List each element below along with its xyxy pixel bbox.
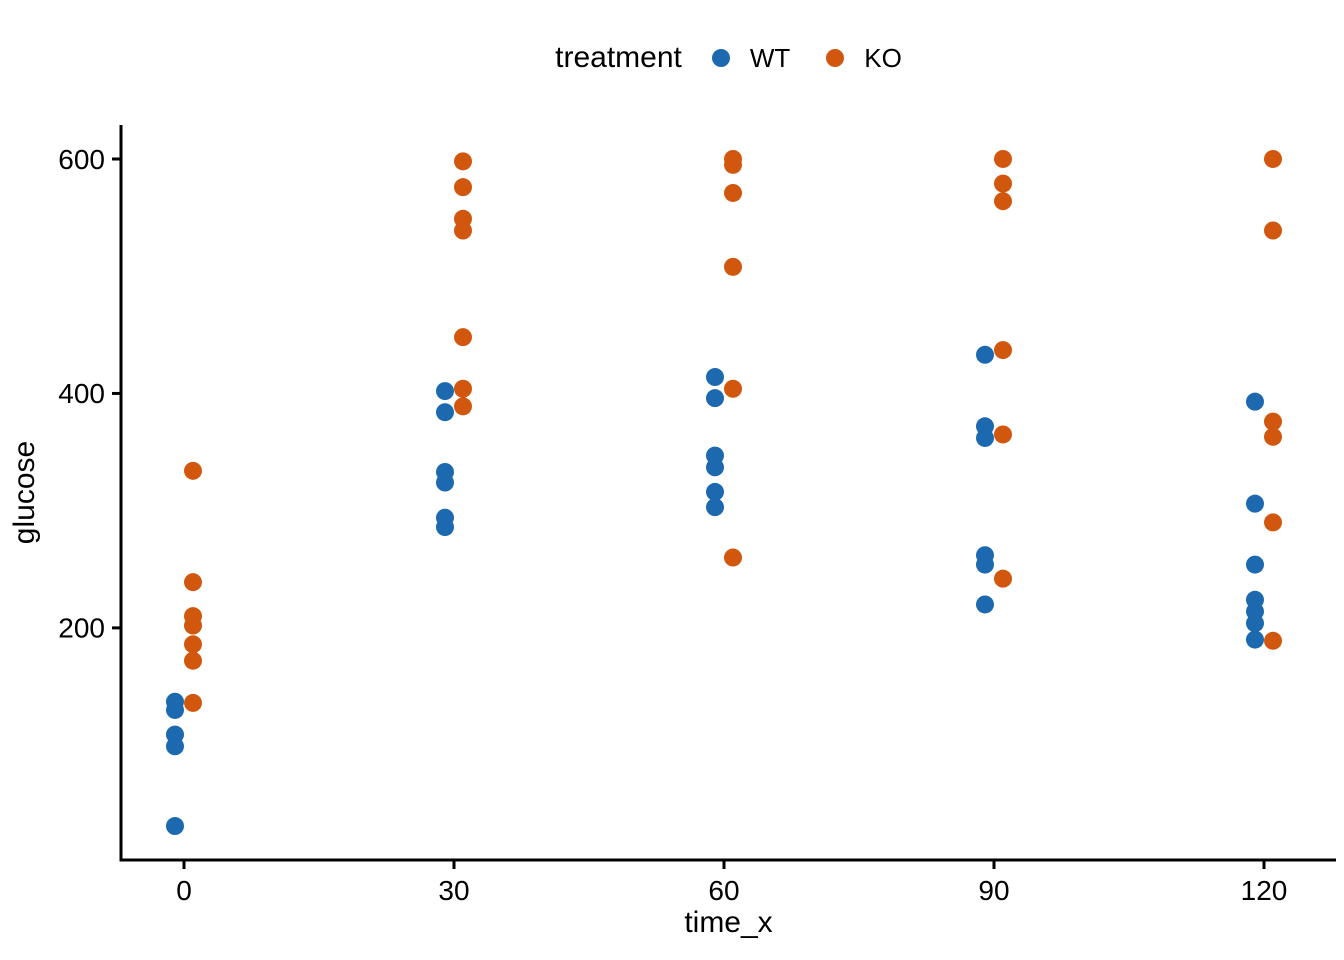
y-tick-label: 600 [58,144,105,175]
data-point-ko [1264,631,1282,650]
y-tick-label: 200 [58,613,105,644]
data-point-ko [994,149,1012,168]
data-point-ko [184,635,202,654]
data-point-wt [436,473,454,492]
data-point-ko [724,548,742,567]
data-point-wt [166,700,184,719]
data-point-ko [454,221,472,240]
data-point-ko [184,616,202,635]
data-point-ko [724,257,742,276]
data-point-ko [724,155,742,174]
legend-dot-wt [711,49,730,67]
data-point-wt [706,498,724,517]
data-point-wt [706,368,724,387]
legend-dot-ko [826,49,845,67]
data-point-ko [184,651,202,670]
data-point-wt [166,737,184,756]
legend-entry-wt: WT [711,42,791,74]
x-axis-title: time_x [684,906,772,939]
data-point-ko [454,379,472,398]
data-point-ko [1264,412,1282,431]
data-points [166,149,1282,836]
data-point-ko [454,397,472,416]
x-tick-label: 30 [438,875,469,906]
axes: 200 400 600 0 30 60 90 120 [58,125,1336,906]
x-tick-label: 90 [978,875,1009,906]
data-point-wt [1246,614,1264,633]
data-point-wt [1246,555,1264,574]
data-point-ko [184,573,202,592]
data-point-ko [1264,427,1282,446]
x-tick-label: 120 [1241,875,1288,906]
data-point-ko [724,183,742,202]
data-point-wt [976,555,994,574]
data-point-wt [436,403,454,422]
data-point-ko [454,178,472,197]
data-point-wt [706,482,724,501]
data-point-ko [994,341,1012,360]
legend-entry-ko: KO [826,43,902,74]
data-point-ko [994,174,1012,193]
legend-label: KO [864,42,902,73]
data-point-wt [1246,392,1264,411]
data-point-wt [436,518,454,537]
data-point-wt [706,389,724,408]
data-point-wt [976,345,994,364]
legend-label: WT [749,42,791,73]
data-point-ko [184,693,202,712]
data-point-wt [976,595,994,614]
data-point-wt [976,428,994,447]
data-point-wt [1246,494,1264,513]
data-point-wt [1246,630,1264,649]
y-tick-label: 400 [58,378,105,409]
data-point-wt [436,382,454,401]
legend-entries: WT KO [711,42,902,74]
x-tick-label: 60 [708,875,739,906]
data-point-ko [994,569,1012,588]
y-axis-title: glucose [8,441,41,544]
x-tick-label: 0 [176,875,192,906]
data-point-ko [184,461,202,480]
data-point-ko [724,379,742,398]
data-point-ko [1264,221,1282,240]
data-point-ko [994,192,1012,211]
data-point-wt [166,817,184,836]
legend-title: treatment [555,41,682,74]
data-point-ko [994,425,1012,444]
data-point-ko [454,152,472,171]
legend: treatment WT KO [121,36,1336,80]
data-point-wt [706,458,724,477]
data-point-ko [1264,513,1282,532]
data-point-ko [1264,149,1282,168]
data-point-ko [454,328,472,347]
